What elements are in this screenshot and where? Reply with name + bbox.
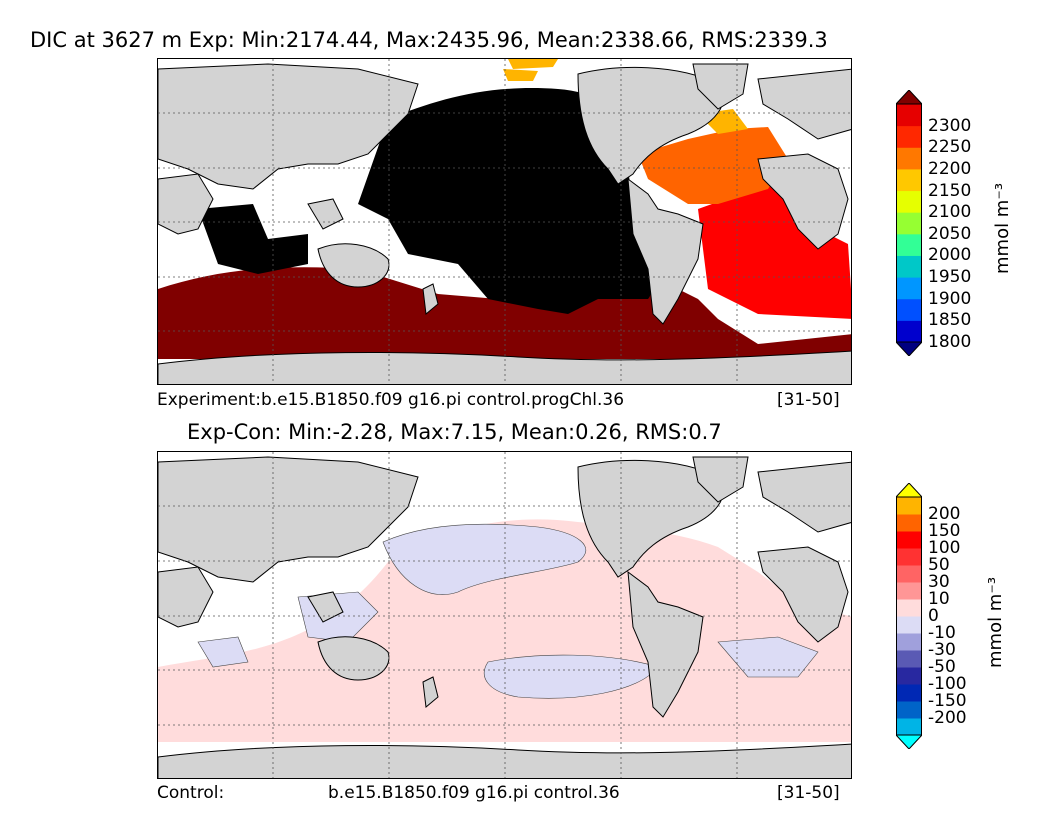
colorbar-bin bbox=[896, 233, 922, 256]
colorbar-bin bbox=[896, 701, 922, 719]
colorbar-bin bbox=[896, 168, 922, 192]
top-colorbar-svg bbox=[894, 89, 924, 357]
colorbar-bin bbox=[896, 104, 922, 127]
colorbar-extend-min bbox=[894, 341, 924, 357]
colorbar-bin bbox=[896, 582, 922, 600]
colorbar-tick-label: 2250 bbox=[928, 137, 972, 158]
top-colorbar bbox=[894, 89, 924, 357]
atlantic-north-field bbox=[638, 127, 788, 204]
colorbar-bin bbox=[896, 684, 922, 702]
bottom-caption-years: [31-50] bbox=[777, 783, 840, 803]
colorbar-tick-label: 200 bbox=[928, 504, 961, 524]
top-map-canvas bbox=[158, 59, 851, 384]
colorbar-tick-label: 10 bbox=[928, 589, 950, 609]
colorbar-tick-label: 2100 bbox=[928, 202, 972, 223]
land-masses-bottom bbox=[158, 456, 851, 778]
colorbar-bin bbox=[896, 147, 922, 170]
colorbar-bin bbox=[896, 667, 922, 685]
colorbar-bin bbox=[896, 531, 922, 549]
top-map bbox=[157, 58, 852, 385]
colorbar-tick-label: 100 bbox=[928, 538, 961, 558]
indian-deep-field bbox=[198, 204, 308, 274]
graticule-bottom bbox=[158, 452, 851, 778]
bottom-colorbar-unit: mmol m⁻³ bbox=[985, 576, 1006, 668]
bottom-colorbar-svg bbox=[894, 482, 924, 750]
colorbar-extend-max bbox=[894, 89, 924, 105]
colorbar-tick-label: 1800 bbox=[928, 332, 972, 352]
colorbar-tick-label: 2050 bbox=[928, 223, 972, 244]
colorbar-tick-label: 2150 bbox=[928, 180, 972, 201]
colorbar-bin bbox=[896, 514, 922, 532]
bottom-map-title: Exp-Con: Min:-2.28, Max:7.15, Mean:0.26,… bbox=[187, 420, 722, 444]
colorbar-tick-label: 1950 bbox=[928, 267, 972, 288]
atlantic-south-field bbox=[698, 184, 851, 319]
colorbar-bin bbox=[896, 277, 922, 300]
bottom-caption-case: b.e15.B1850.f09 g16.pi control.36 bbox=[328, 783, 620, 803]
colorbar-tick-label: 0 bbox=[928, 606, 939, 626]
colorbar-bin bbox=[896, 548, 922, 566]
colorbar-tick-label: -50 bbox=[928, 657, 956, 677]
colorbar-bin bbox=[896, 718, 922, 736]
bottom-caption-control: Control: bbox=[157, 783, 225, 803]
graticule bbox=[158, 59, 851, 384]
bottom-colorbar bbox=[894, 482, 924, 750]
colorbar-tick-label: -200 bbox=[928, 708, 967, 728]
top-map-title: DIC at 3627 m Exp: Min:2174.44, Max:2435… bbox=[30, 28, 828, 52]
arctic-field bbox=[503, 59, 748, 134]
colorbar-outline bbox=[896, 103, 922, 343]
colorbar-tick-label: 2000 bbox=[928, 245, 972, 266]
colorbar-bin bbox=[896, 497, 922, 515]
top-colorbar-unit: mmol m⁻³ bbox=[992, 182, 1013, 274]
colorbar-bin bbox=[896, 212, 922, 235]
top-caption-experiment: Experiment:b.e15.B1850.f09 g16.pi contro… bbox=[157, 390, 625, 410]
colorbar-outline bbox=[896, 496, 922, 736]
colorbar-bin bbox=[896, 125, 922, 148]
colorbar-tick-label: -150 bbox=[928, 691, 967, 711]
colorbar-tick-label: 30 bbox=[928, 572, 950, 592]
land-masses bbox=[158, 63, 851, 384]
colorbar-bin bbox=[896, 255, 922, 278]
colorbar-bin bbox=[896, 320, 922, 343]
colorbar-tick-label: -10 bbox=[928, 623, 956, 643]
colorbar-bin bbox=[896, 616, 922, 634]
colorbar-tick-label: 50 bbox=[928, 555, 950, 575]
colorbar-tick-label: -100 bbox=[928, 674, 967, 694]
colorbar-extend-min bbox=[894, 734, 924, 750]
colorbar-tick-label: 150 bbox=[928, 521, 961, 541]
colorbar-extend-max bbox=[894, 482, 924, 498]
colorbar-bin bbox=[896, 565, 922, 583]
top-caption-years: [31-50] bbox=[777, 390, 840, 410]
bottom-map bbox=[157, 451, 852, 779]
colorbar-bin bbox=[896, 633, 922, 651]
colorbar-tick-label: 1850 bbox=[928, 310, 972, 331]
colorbar-tick-label: -30 bbox=[928, 640, 956, 660]
negative-anomaly-field bbox=[197, 523, 819, 699]
colorbar-bin bbox=[896, 190, 922, 213]
colorbar-bin bbox=[896, 599, 922, 617]
colorbar-tick-label: 2300 bbox=[928, 115, 972, 136]
colorbar-tick-label: 1900 bbox=[928, 288, 972, 309]
colorbar-bin bbox=[896, 298, 922, 321]
bottom-map-canvas bbox=[158, 452, 851, 778]
colorbar-tick-label: 2200 bbox=[928, 158, 972, 179]
pacific-deep-field bbox=[358, 88, 652, 315]
colorbar-bin bbox=[896, 650, 922, 668]
